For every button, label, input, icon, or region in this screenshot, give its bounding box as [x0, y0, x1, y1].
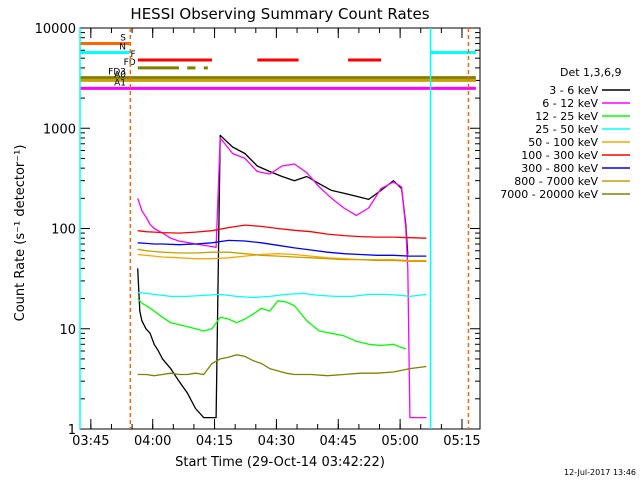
state-bar-label: N — [119, 42, 126, 52]
y-axis-label: Count Rate (s⁻¹ detector⁻¹) — [13, 145, 28, 322]
x-tick-labels: 03:45 04:00 04:15 04:30 04:45 05:00 05:15 — [72, 434, 481, 449]
y-tick-label: 10 — [59, 323, 76, 338]
state-bar-label: FD3 — [108, 68, 126, 78]
legend-title: Det 1,3,6,9 — [560, 66, 622, 79]
series-lines — [137, 134, 427, 419]
y-tick-label: 1 — [68, 423, 76, 438]
legend-label: 6 - 12 keV — [542, 97, 598, 110]
x-tick-label: 04:30 — [258, 434, 295, 449]
series-line — [137, 248, 427, 263]
series-line — [137, 239, 427, 257]
legend-label: 12 - 25 keV — [535, 110, 598, 123]
state-bar-label: S — [120, 34, 126, 44]
legend-label: 300 - 800 keV — [521, 162, 598, 175]
legend-label: 7000 - 20000 keV — [500, 188, 598, 201]
x-tick-label: 05:15 — [443, 434, 480, 449]
series-line — [137, 134, 409, 419]
x-tick-label: 04:00 — [134, 434, 171, 449]
series-line — [137, 253, 427, 262]
state-bar-label: A0 — [114, 70, 126, 80]
legend-label: 800 - 7000 keV — [514, 175, 598, 188]
x-tick-label: 05:00 — [381, 434, 418, 449]
x-axis-label: Start Time (29-Oct-14 03:42:22) — [175, 455, 385, 470]
y-tick-label: 10000 — [35, 22, 76, 37]
series-line — [137, 137, 427, 419]
state-bar-label: F — [131, 50, 136, 60]
vertical-markers — [79, 28, 470, 429]
y-tick-label: 100 — [51, 223, 76, 238]
legend-label: 100 - 300 keV — [521, 149, 598, 162]
state-bar-label: FD — [124, 58, 136, 68]
y-tick-labels: 1 10 100 1000 10000 — [35, 22, 76, 438]
chart-title: HESSI Observing Summary Count Rates — [130, 5, 429, 23]
x-tick-label: 03:45 — [72, 434, 109, 449]
series-line — [137, 298, 407, 350]
series-line — [137, 354, 427, 377]
x-tick-label: 04:15 — [196, 434, 233, 449]
legend-label: 3 - 6 keV — [549, 84, 598, 97]
y-tick-label: 1000 — [43, 122, 76, 137]
legend-label: 25 - 50 keV — [535, 123, 598, 136]
axis-ticks — [80, 27, 480, 430]
state-bar-label: A1 — [114, 78, 126, 88]
series-line — [137, 224, 427, 239]
x-tick-label: 04:45 — [320, 434, 357, 449]
series-line — [137, 291, 427, 299]
legend-label: 50 - 100 keV — [528, 136, 598, 149]
footer-timestamp: 12-Jul-2017 13:46 — [564, 468, 636, 477]
